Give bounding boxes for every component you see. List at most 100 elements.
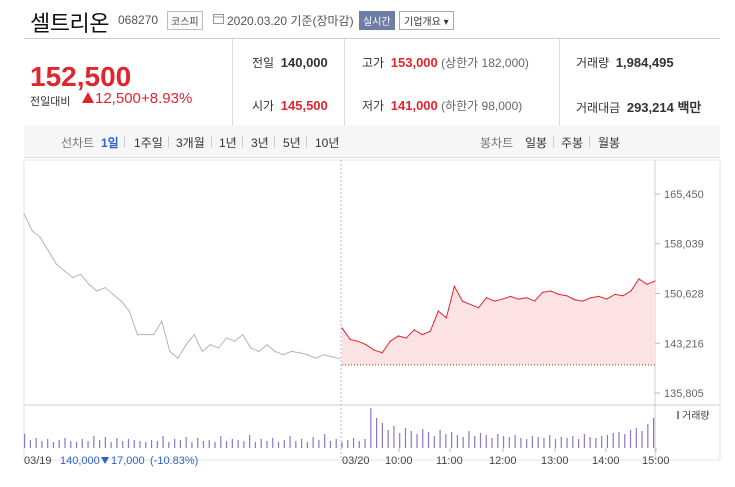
volume-bar (583, 434, 585, 448)
divider: | (588, 134, 592, 148)
volume-bar (289, 436, 291, 448)
volume-bar (104, 437, 106, 448)
x-tick-label: 14:00 (592, 455, 620, 467)
price-point (445, 317, 447, 319)
tab-3m[interactable]: 3개월 (176, 136, 205, 150)
price-area (342, 278, 655, 365)
calendar-icon (213, 14, 224, 24)
volume-bar (549, 435, 551, 448)
divider (559, 39, 560, 125)
volume-bar (526, 439, 528, 448)
price-point (646, 283, 648, 285)
volume-bar (214, 442, 216, 448)
volume-bar (220, 436, 222, 448)
volume-bar (41, 441, 43, 448)
volume-bar (174, 439, 176, 448)
volume-bar (629, 430, 632, 448)
stock-header: 셀트리온 068270 코스피 2020.03.20 기준(장마감) 실시간 기… (0, 0, 735, 38)
volume-bar (29, 440, 31, 448)
price-line (341, 278, 656, 354)
price-point (421, 334, 423, 336)
company-info-dropdown[interactable]: 기업개요 ▾ (399, 11, 454, 30)
price-point (461, 300, 463, 302)
volume-bar (24, 434, 26, 448)
price-point (469, 303, 472, 306)
prev-close: 전일 140,000 (252, 55, 328, 70)
market-badge: 코스피 (167, 11, 203, 30)
tab-1w[interactable]: 1주일 (134, 136, 163, 150)
prev-day-point (258, 350, 260, 353)
prev-day-point (153, 334, 155, 336)
price-point (493, 300, 496, 302)
tab-monthly[interactable]: 월봉 (598, 136, 621, 150)
prev-day-point (47, 250, 49, 252)
volume-bar (485, 435, 487, 448)
volume-bar (456, 435, 458, 448)
prev-day-point (217, 347, 220, 349)
y-tick-label: 158,039 (664, 239, 704, 251)
chart-frame (23, 159, 721, 461)
change-label: 전일대비 (30, 96, 71, 108)
x-tick-label: 12:00 (489, 455, 517, 467)
tab-3y[interactable]: 3년 (251, 136, 269, 150)
volume-bar (612, 433, 614, 448)
tab-1d[interactable]: 1일 (101, 136, 119, 150)
open-price: 시가 145,500 (252, 98, 328, 113)
x-tick-label: 15:00 (642, 455, 670, 467)
volume-bar (451, 432, 453, 448)
volume-bar (589, 437, 591, 448)
price-point (341, 327, 343, 329)
prev-day-point (290, 350, 292, 353)
tab-10y[interactable]: 10년 (315, 136, 340, 150)
tab-5y[interactable]: 5년 (283, 136, 301, 150)
volume-bar (531, 436, 534, 448)
tab-daily[interactable]: 일봉 (525, 136, 548, 150)
price-point (437, 310, 439, 312)
price-point (453, 285, 455, 287)
up-arrow-icon (82, 92, 94, 103)
prev-day-point (225, 337, 228, 339)
volume-bar (110, 442, 112, 448)
prev-day-point (331, 356, 333, 358)
volume-legend-swatch (677, 411, 679, 419)
tab-weekly[interactable]: 주봉 (561, 136, 584, 150)
prev-day-point (144, 334, 147, 336)
volume-bar (577, 439, 580, 448)
divider: | (210, 134, 214, 148)
prev-day-point (96, 290, 98, 292)
volume-bar (572, 436, 574, 448)
low-price: 저가 141,000 (하한가 98,000) (362, 98, 523, 113)
volume-bar (306, 442, 308, 448)
prev-day-point (201, 350, 203, 353)
price-point (349, 338, 351, 340)
volume-bar (249, 435, 251, 448)
prev-day-point (80, 273, 82, 275)
volume-bar (358, 441, 360, 448)
prev-day-point (169, 350, 171, 353)
volume-bar (64, 438, 66, 448)
y-tick-label: 165,450 (664, 189, 704, 201)
volume-bar (618, 432, 620, 448)
price-point (606, 298, 608, 300)
price-point (542, 291, 544, 293)
prev-day-point (161, 320, 163, 322)
price-point (373, 349, 375, 351)
price-point (558, 293, 560, 295)
volume-bar (335, 439, 337, 448)
y-tick-label: 143,216 (664, 338, 704, 350)
y-tick-label: 150,628 (664, 288, 704, 300)
realtime-button[interactable]: 실시간 (359, 11, 395, 30)
prev-day-point (63, 270, 66, 272)
prev-day-point (31, 229, 33, 232)
volume-bar (70, 441, 72, 448)
prev-day-point (339, 358, 341, 360)
divider (232, 39, 233, 125)
tab-1y[interactable]: 1년 (219, 136, 237, 150)
price-point (485, 297, 488, 299)
volume-bar (422, 429, 424, 448)
volume-bar (543, 438, 545, 448)
volume: 거래량 1,984,495 (576, 55, 674, 70)
volume-bar (352, 438, 355, 448)
price-point (566, 295, 568, 297)
volume-bar (462, 437, 464, 448)
